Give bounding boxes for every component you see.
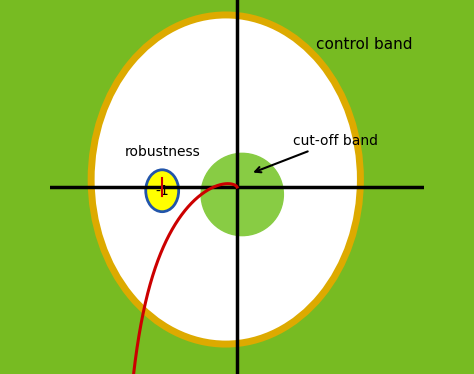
- Circle shape: [201, 153, 283, 236]
- Ellipse shape: [146, 170, 179, 212]
- Text: control band: control band: [316, 37, 412, 52]
- Ellipse shape: [91, 15, 360, 344]
- Text: -1: -1: [155, 184, 169, 199]
- Text: robustness: robustness: [124, 145, 200, 159]
- Text: cut-off band: cut-off band: [255, 134, 378, 172]
